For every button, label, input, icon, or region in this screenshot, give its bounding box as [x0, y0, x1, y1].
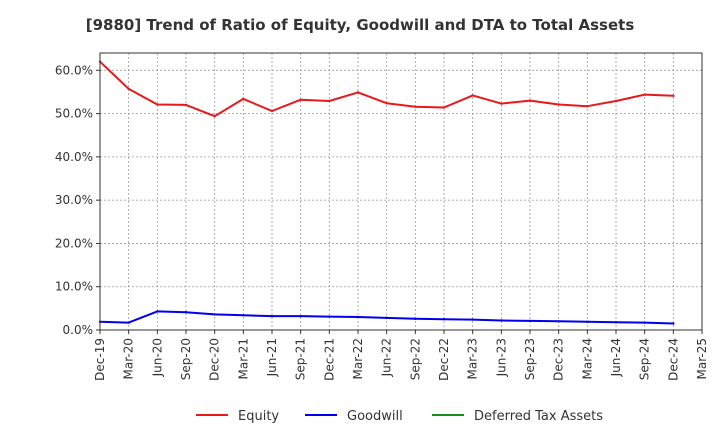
x-tick-label: Jun-24 [609, 338, 623, 377]
data-point-goodwill [328, 315, 331, 318]
x-tick-label: Mar-25 [695, 338, 709, 379]
data-point-goodwill [528, 319, 532, 323]
data-point-goodwill [442, 317, 446, 321]
x-tick-label: Jun-20 [150, 338, 164, 377]
x-tick-label: Jun-23 [494, 338, 508, 377]
plot-frame [99, 52, 703, 331]
y-axis: 0.0% 10.0% 20.0% 30.0% 40.0% 50.0% 60.0% [55, 63, 100, 337]
data-point-goodwill [270, 314, 274, 318]
x-tick-label: Jun-22 [380, 338, 394, 377]
data-point-goodwill [643, 321, 646, 324]
x-tick-label: Mar-21 [236, 338, 250, 379]
data-point-goodwill [471, 318, 474, 321]
data-point-equity [156, 103, 159, 106]
data-point-goodwill [385, 316, 388, 320]
data-point-goodwill [127, 321, 130, 324]
x-tick-label: Sep-23 [523, 338, 537, 380]
data-point-goodwill [557, 320, 560, 323]
y-tick-label: 20.0% [55, 236, 93, 250]
gridlines [100, 53, 702, 330]
x-tick-label: Mar-24 [580, 338, 594, 379]
series-layer [98, 60, 675, 325]
y-tick-label: 50.0% [55, 107, 93, 121]
data-point-equity [184, 103, 188, 107]
x-axis: Dec-19 Mar-20 Jun-20 Sep-20 Dec-20 Mar-21 Jun-… [93, 330, 709, 381]
x-tick-label: Dec-20 [208, 338, 222, 381]
x-tick-label: Sep-24 [638, 338, 652, 380]
legend-label-goodwill: Goodwill [347, 409, 403, 424]
data-point-equity [414, 105, 417, 108]
y-tick-label: 0.0% [63, 323, 94, 337]
data-point-goodwill [356, 315, 360, 319]
x-tick-label: Sep-21 [294, 338, 308, 380]
y-tick-label: 60.0% [55, 63, 93, 77]
data-point-equity [500, 102, 503, 105]
x-tick-label: Mar-20 [122, 338, 136, 379]
data-point-goodwill [156, 310, 159, 313]
x-tick-label: Dec-23 [552, 338, 566, 381]
data-point-goodwill [299, 314, 302, 318]
data-point-goodwill [586, 320, 589, 323]
x-tick-label: Dec-24 [666, 338, 680, 381]
data-point-equity [242, 97, 245, 101]
data-point-goodwill [414, 317, 417, 320]
data-point-equity [614, 99, 618, 103]
legend-label-deferred-tax-assets: Deferred Tax Assets [474, 409, 603, 424]
data-point-equity [643, 93, 646, 96]
data-point-equity [586, 105, 589, 108]
x-tick-label: Dec-21 [322, 338, 336, 381]
data-point-equity [127, 87, 130, 91]
y-tick-label: 40.0% [55, 150, 93, 164]
data-point-equity [328, 99, 331, 103]
y-tick-label: 30.0% [55, 193, 93, 207]
data-point-goodwill [184, 311, 188, 314]
data-point-equity [442, 106, 446, 109]
data-point-equity [471, 94, 474, 97]
x-tick-label: Dec-22 [437, 338, 451, 381]
x-tick-label: Jun-21 [265, 338, 279, 377]
data-point-equity [356, 91, 360, 94]
data-point-equity [557, 103, 560, 106]
legend-label-equity: Equity [238, 409, 279, 424]
y-tick-label: 10.0% [55, 280, 93, 294]
data-point-goodwill [213, 313, 216, 316]
data-point-goodwill [242, 314, 245, 317]
chart-title: [9880] Trend of Ratio of Equity, Goodwil… [86, 16, 635, 34]
data-point-equity [213, 114, 216, 118]
x-tick-label: Sep-20 [179, 338, 193, 380]
data-point-goodwill [614, 321, 618, 324]
x-tick-label: Sep-22 [408, 338, 422, 380]
data-point-goodwill [672, 322, 675, 325]
data-point-equity [528, 99, 532, 102]
x-tick-label: Mar-23 [466, 338, 480, 379]
x-tick-label: Mar-22 [351, 338, 365, 379]
x-tick-label: Dec-19 [93, 338, 107, 381]
data-point-equity [270, 109, 274, 113]
legend: Equity Goodwill Deferred Tax Assets [196, 409, 603, 424]
data-point-equity [672, 94, 675, 98]
data-point-equity [385, 102, 388, 105]
data-point-equity [299, 98, 302, 101]
data-point-goodwill [500, 319, 503, 322]
